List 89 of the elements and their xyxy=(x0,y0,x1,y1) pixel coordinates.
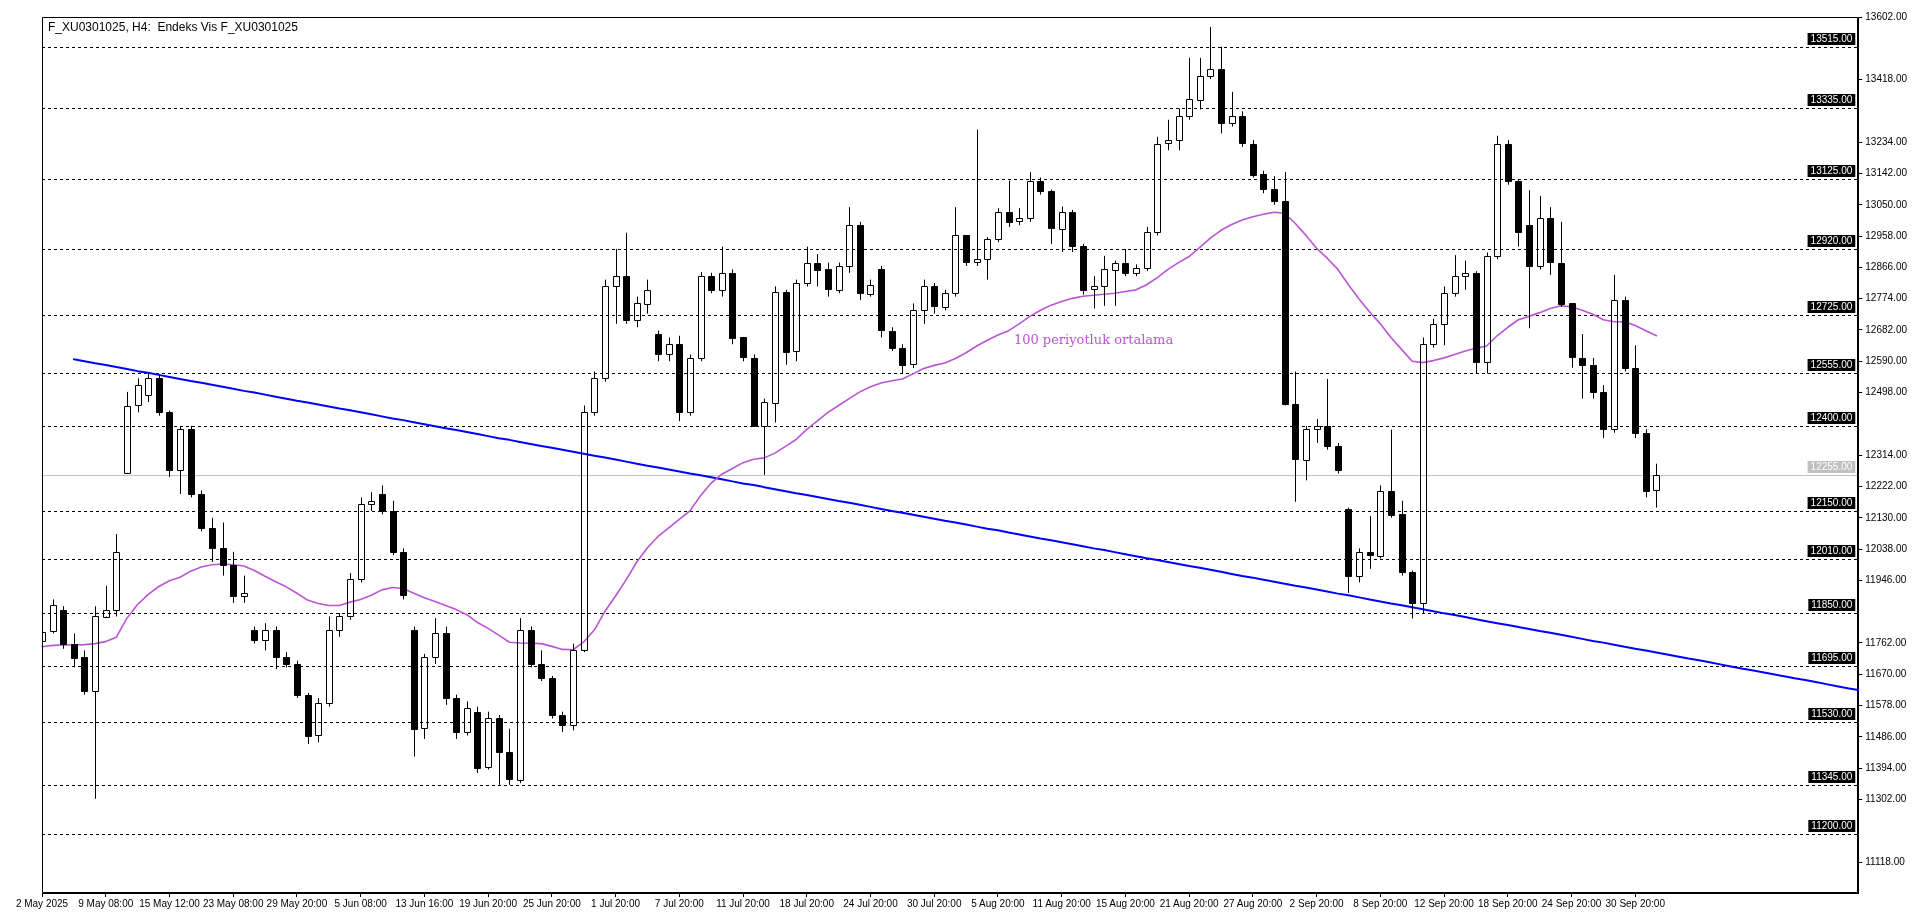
candlestick xyxy=(432,617,439,665)
y-tick-label: 12130.00 xyxy=(1865,511,1908,523)
ref-line-label: 13335.00 xyxy=(1810,93,1853,105)
candlestick xyxy=(1643,428,1650,498)
candlestick xyxy=(931,282,938,315)
y-tick-label: 11578.00 xyxy=(1865,699,1907,711)
candlestick xyxy=(1452,254,1459,298)
ref-line-label: 11530.00 xyxy=(1811,707,1853,719)
ref-line-label: 12555.00 xyxy=(1810,358,1853,370)
series-label: 100 periyotluk ortalama xyxy=(1013,331,1174,347)
x-tick-label: 27 Aug 20:00 xyxy=(1223,897,1283,909)
x-tick-label: 2 May 2025 xyxy=(15,897,69,909)
ref-line-label: 12400.00 xyxy=(1810,411,1853,423)
x-tick-label: 15 Aug 20:00 xyxy=(1095,897,1156,909)
y-tick-label: 12222.00 xyxy=(1865,480,1908,492)
candlestick xyxy=(135,377,142,413)
x-tick-label: 1 Jul 20:00 xyxy=(591,897,641,909)
candlestick xyxy=(1165,119,1172,151)
ref-line-label: 11345.00 xyxy=(1811,770,1853,782)
x-tick-label: 24 Sep 20:00 xyxy=(1541,897,1602,909)
ref-line-label: 12010.00 xyxy=(1810,544,1853,556)
ref-line-label: 12255.00 xyxy=(1810,460,1853,472)
candlestick xyxy=(666,336,673,362)
x-tick-label: 9 May 08:00 xyxy=(78,897,134,909)
y-tick-label: 12590.00 xyxy=(1865,355,1908,367)
x-tick-label: 15 May 12:00 xyxy=(139,897,201,909)
ref-line-label: 11695.00 xyxy=(1811,651,1853,663)
x-tick-label: 25 Jun 20:00 xyxy=(522,897,582,909)
y-tick-label: 13418.00 xyxy=(1865,73,1908,85)
candlestick xyxy=(1101,255,1108,307)
x-tick-label: 29 May 20:00 xyxy=(266,897,328,909)
ref-line-label: 11200.00 xyxy=(1811,819,1853,831)
x-tick-label: 24 Jul 20:00 xyxy=(843,897,899,909)
candlestick xyxy=(145,372,152,403)
candlestick xyxy=(814,253,821,287)
y-tick-label: 12774.00 xyxy=(1865,292,1908,304)
y-tick-label: 12958.00 xyxy=(1865,229,1908,241)
x-tick-label: 2 Sep 20:00 xyxy=(1289,897,1344,909)
ref-line-label: 11850.00 xyxy=(1811,598,1853,610)
y-tick-label: 13142.00 xyxy=(1865,167,1908,179)
x-tick-label: 8 Sep 20:00 xyxy=(1353,897,1408,909)
candlestick xyxy=(1091,275,1098,310)
candlestick xyxy=(644,279,651,315)
x-tick-label: 7 Jul 20:00 xyxy=(654,897,705,909)
x-tick-label: 19 Jun 20:00 xyxy=(459,897,518,909)
ref-line-label: 12725.00 xyxy=(1810,300,1853,312)
candlestick xyxy=(262,622,269,651)
candlestick xyxy=(368,491,375,512)
y-tick-label: 13050.00 xyxy=(1865,198,1908,210)
x-tick-label: 21 Aug 20:00 xyxy=(1159,897,1220,909)
x-tick-label: 11 Aug 20:00 xyxy=(1032,897,1092,909)
y-tick-label: 13602.00 xyxy=(1865,10,1908,22)
x-tick-label: 11 Jul 20:00 xyxy=(716,897,771,909)
x-tick-label: 5 Aug 20:00 xyxy=(971,897,1026,909)
y-tick-label: 11670.00 xyxy=(1865,668,1907,680)
x-tick-label: 18 Sep 20:00 xyxy=(1478,897,1538,909)
y-tick-label: 11394.00 xyxy=(1865,761,1907,773)
candlestick xyxy=(1250,139,1257,179)
x-tick-label: 13 Jun 16:00 xyxy=(395,897,454,909)
y-tick-label: 12038.00 xyxy=(1865,542,1908,554)
candlestick xyxy=(241,575,248,604)
candlestick xyxy=(506,728,513,786)
candlestick xyxy=(1016,207,1023,226)
candlestick xyxy=(1462,260,1469,291)
candlestick xyxy=(825,262,832,298)
y-tick-label: 12682.00 xyxy=(1865,323,1908,335)
x-tick-label: 5 Jun 08:00 xyxy=(334,897,388,909)
y-tick-label: 11762.00 xyxy=(1865,636,1907,648)
x-tick-label: 23 May 08:00 xyxy=(202,897,264,909)
y-tick-label: 12498.00 xyxy=(1865,386,1908,398)
y-tick-label: 13234.00 xyxy=(1865,135,1908,147)
y-tick-label: 12314.00 xyxy=(1865,448,1908,460)
ref-line-label: 13125.00 xyxy=(1810,164,1853,176)
candlestick xyxy=(1653,463,1660,509)
candlestick xyxy=(1112,260,1119,307)
y-tick-label: 11486.00 xyxy=(1865,730,1907,742)
x-tick-label: 30 Jul 20:00 xyxy=(906,897,962,909)
x-tick-label: 18 Jul 20:00 xyxy=(779,897,835,909)
y-tick-label: 12866.00 xyxy=(1865,261,1908,273)
chart-title: F_XU0301025, H4: Endeks Vis F_XU0301025 xyxy=(48,20,299,35)
ref-line-label: 12920.00 xyxy=(1810,234,1853,246)
ref-line-label: 12150.00 xyxy=(1810,496,1853,508)
y-tick-label: 11946.00 xyxy=(1865,574,1907,586)
x-tick-label: 12 Sep 20:00 xyxy=(1414,897,1475,909)
ref-line-label: 13515.00 xyxy=(1810,32,1853,44)
x-tick-label: 30 Sep 20:00 xyxy=(1605,897,1666,909)
candlestick xyxy=(1048,188,1055,245)
y-tick-label: 11302.00 xyxy=(1865,793,1907,805)
y-tick-label: 11118.00 xyxy=(1865,855,1906,867)
